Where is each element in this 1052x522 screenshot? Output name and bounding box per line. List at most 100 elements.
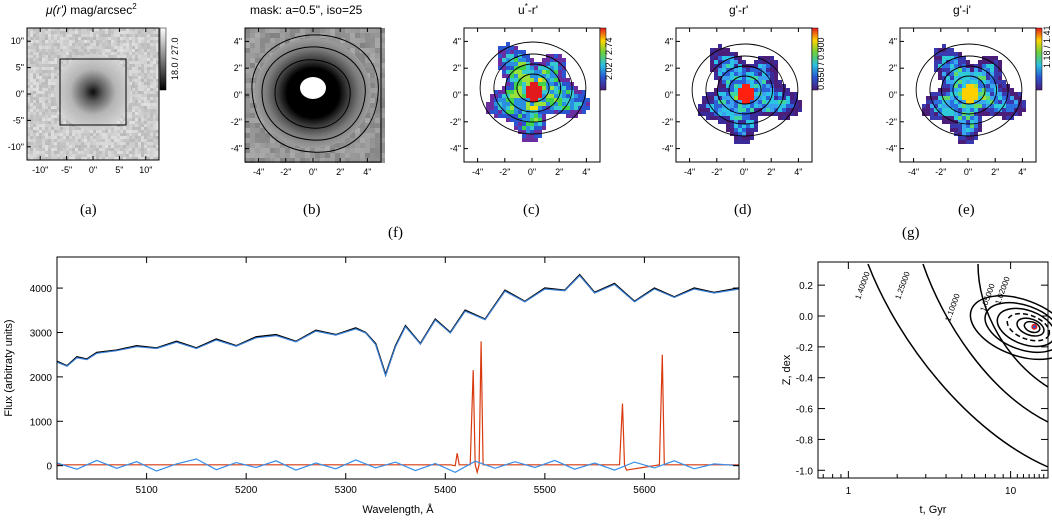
noise-pixel — [350, 158, 355, 163]
noise-pixel — [99, 151, 102, 154]
noise-pixel — [69, 43, 72, 46]
color-pixel — [718, 76, 722, 80]
noise-pixel — [54, 52, 57, 55]
color-pixel — [526, 78, 530, 82]
noise-pixel — [129, 106, 132, 109]
noise-pixel — [123, 118, 126, 121]
color-pixel — [506, 58, 510, 62]
noise-pixel — [370, 63, 375, 68]
color-pixel — [978, 60, 982, 64]
noise-pixel — [150, 55, 153, 58]
panel-d: g'-r' 0.650 / 0.900 -4" -2" 0" 2" 4"4"2"0"-2… — [662, 3, 826, 218]
noise-pixel — [30, 100, 33, 103]
noise-pixel — [57, 37, 60, 40]
noise-pixel — [153, 124, 156, 127]
color-pixel — [986, 92, 990, 96]
noise-pixel — [156, 97, 159, 100]
noise-pixel — [250, 38, 255, 43]
x-tick-label: 5200 — [235, 485, 258, 496]
color-pixel — [770, 80, 774, 84]
color-pixel — [966, 88, 970, 92]
color-pixel — [706, 104, 710, 108]
noise-pixel — [135, 121, 138, 124]
noise-pixel — [78, 130, 81, 133]
color-pixel — [978, 84, 982, 88]
color-pixel — [950, 68, 954, 72]
noise-pixel — [144, 79, 147, 82]
noise-pixel — [102, 130, 105, 133]
panel-c-colorbar — [599, 27, 607, 91]
noise-pixel — [153, 61, 156, 64]
noise-pixel — [150, 136, 153, 139]
color-pixel — [982, 104, 986, 108]
noise-pixel — [129, 61, 132, 64]
color-pixel — [1006, 116, 1010, 120]
color-pixel — [994, 108, 998, 112]
noise-pixel — [147, 76, 150, 79]
noise-pixel — [141, 148, 144, 151]
noise-pixel — [350, 33, 355, 38]
noise-pixel — [111, 55, 114, 58]
x-tick-label: 2" — [991, 167, 999, 177]
color-pixel — [958, 116, 962, 120]
noise-pixel — [48, 61, 51, 64]
noise-pixel — [245, 53, 250, 58]
color-pixel — [582, 90, 586, 94]
noise-pixel — [126, 136, 129, 139]
noise-pixel — [141, 130, 144, 133]
noise-pixel — [90, 157, 93, 160]
color-pixel — [950, 108, 954, 112]
noise-pixel — [27, 151, 30, 154]
noise-pixel — [138, 112, 141, 115]
noise-pixel — [245, 38, 250, 43]
noise-pixel — [48, 127, 51, 130]
y-tick-label: 0" — [453, 90, 461, 100]
noise-pixel — [72, 157, 75, 160]
y-tick-label: 2" — [665, 63, 673, 73]
color-pixel — [562, 82, 566, 86]
noise-pixel — [72, 28, 75, 31]
noise-pixel — [345, 158, 350, 163]
noise-pixel — [105, 139, 108, 142]
color-pixel — [790, 96, 794, 100]
color-pixel — [978, 120, 982, 124]
noise-pixel — [84, 130, 87, 133]
color-pixel — [514, 86, 518, 90]
noise-pixel — [105, 49, 108, 52]
noise-pixel — [156, 46, 159, 49]
noise-pixel — [81, 142, 84, 145]
noise-pixel — [153, 34, 156, 37]
color-pixel — [554, 82, 558, 86]
color-pixel — [578, 94, 582, 98]
color-pixel — [722, 52, 726, 56]
noise-pixel — [365, 123, 370, 128]
noise-pixel — [295, 33, 300, 38]
color-pixel — [962, 72, 966, 76]
color-pixel — [498, 106, 502, 110]
noise-pixel — [66, 148, 69, 151]
color-pixel — [550, 70, 554, 74]
color-pixel — [766, 100, 770, 104]
color-pixel — [538, 126, 542, 130]
color-pixel — [938, 64, 942, 68]
noise-pixel — [51, 28, 54, 31]
color-pixel — [962, 88, 966, 92]
color-pixel — [954, 128, 958, 132]
noise-pixel — [45, 121, 48, 124]
noise-pixel — [355, 128, 360, 133]
color-pixel — [738, 68, 742, 72]
color-pixel — [750, 136, 754, 140]
noise-pixel — [153, 88, 156, 91]
color-pixel — [562, 86, 566, 90]
color-pixel — [794, 108, 798, 112]
noise-pixel — [78, 145, 81, 148]
color-pixel — [958, 88, 962, 92]
color-pixel — [966, 120, 970, 124]
noise-pixel — [30, 82, 33, 85]
noise-pixel — [141, 43, 144, 46]
noise-pixel — [129, 112, 132, 115]
color-pixel — [506, 106, 510, 110]
noise-pixel — [54, 151, 57, 154]
noise-pixel — [102, 31, 105, 34]
noise-pixel — [87, 154, 90, 157]
